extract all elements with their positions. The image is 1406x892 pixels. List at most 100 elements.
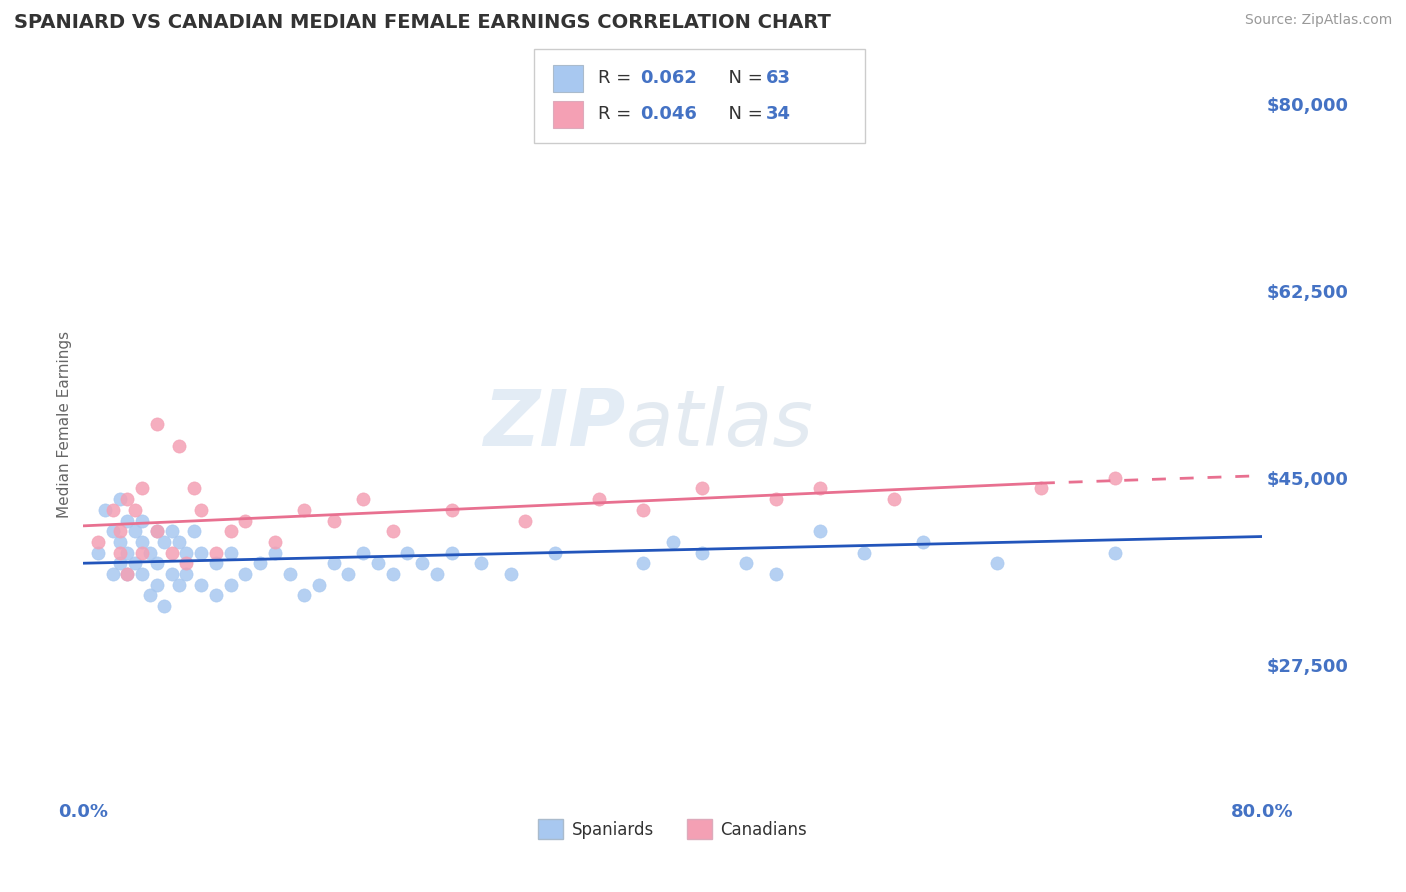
Point [101,503,124,517]
Point [205,556,228,570]
Point [124,503,146,517]
Point [367,556,389,570]
Point [322,514,344,528]
Point [765,492,787,507]
Point [176,566,198,581]
Point [160,524,183,539]
Point [912,534,935,549]
Point [160,566,183,581]
Point [426,566,449,581]
Point [1029,482,1052,496]
Point [411,556,433,570]
Point [183,482,205,496]
Point [124,524,146,539]
Point [117,514,139,528]
Point [986,556,1008,570]
Text: SPANIARD VS CANADIAN MEDIAN FEMALE EARNINGS CORRELATION CHART: SPANIARD VS CANADIAN MEDIAN FEMALE EARNI… [14,13,831,32]
Point [499,566,522,581]
Point [292,503,315,517]
Point [235,514,257,528]
Point [190,577,212,591]
Point [808,524,831,539]
Point [661,534,683,549]
Point [278,566,301,581]
Point [205,588,228,602]
Text: Source: ZipAtlas.com: Source: ZipAtlas.com [1244,13,1392,28]
Point [131,534,153,549]
Point [1104,471,1126,485]
Point [153,599,176,613]
Point [631,556,654,570]
Text: 0.046: 0.046 [640,105,696,123]
Point [146,577,169,591]
Point [146,524,169,539]
Point [292,588,315,602]
Text: R =: R = [598,70,637,87]
Point [117,566,139,581]
Point [101,566,124,581]
Point [167,534,190,549]
Point [146,417,169,432]
Text: 63: 63 [766,70,792,87]
Point [263,545,285,559]
Y-axis label: Median Female Earnings: Median Female Earnings [58,331,72,518]
Point [219,524,242,539]
Point [337,566,360,581]
Point [219,577,242,591]
Point [117,566,139,581]
Point [167,577,190,591]
Point [146,556,169,570]
Point [470,556,492,570]
Point [765,566,787,581]
Point [176,556,198,570]
Point [131,545,153,559]
Legend: Spaniards, Canadians: Spaniards, Canadians [531,813,814,846]
Point [440,503,463,517]
Point [381,524,404,539]
Text: 34: 34 [766,105,792,123]
Point [352,545,374,559]
Point [146,524,169,539]
Point [690,482,713,496]
Point [131,566,153,581]
Point [190,503,212,517]
Point [808,482,831,496]
Point [515,514,537,528]
Point [87,545,110,559]
Point [138,545,160,559]
Point [108,534,131,549]
Point [167,439,190,453]
Point [235,566,257,581]
Point [94,503,117,517]
Point [124,556,146,570]
Point [205,545,228,559]
Text: N =: N = [717,70,769,87]
Point [853,545,876,559]
Point [153,534,176,549]
Point [735,556,758,570]
Text: ZIP: ZIP [484,386,626,462]
Point [117,545,139,559]
Point [249,556,271,570]
Point [117,492,139,507]
Point [690,545,713,559]
Point [352,492,374,507]
Point [131,482,153,496]
Point [588,492,610,507]
Point [322,556,344,570]
Point [108,545,131,559]
Point [108,556,131,570]
Point [219,545,242,559]
Point [87,534,110,549]
Point [544,545,567,559]
Point [263,534,285,549]
Point [160,545,183,559]
Point [396,545,419,559]
Point [138,588,160,602]
Point [631,503,654,517]
Point [108,492,131,507]
Point [1104,545,1126,559]
Point [183,524,205,539]
Point [883,492,905,507]
Point [108,524,131,539]
